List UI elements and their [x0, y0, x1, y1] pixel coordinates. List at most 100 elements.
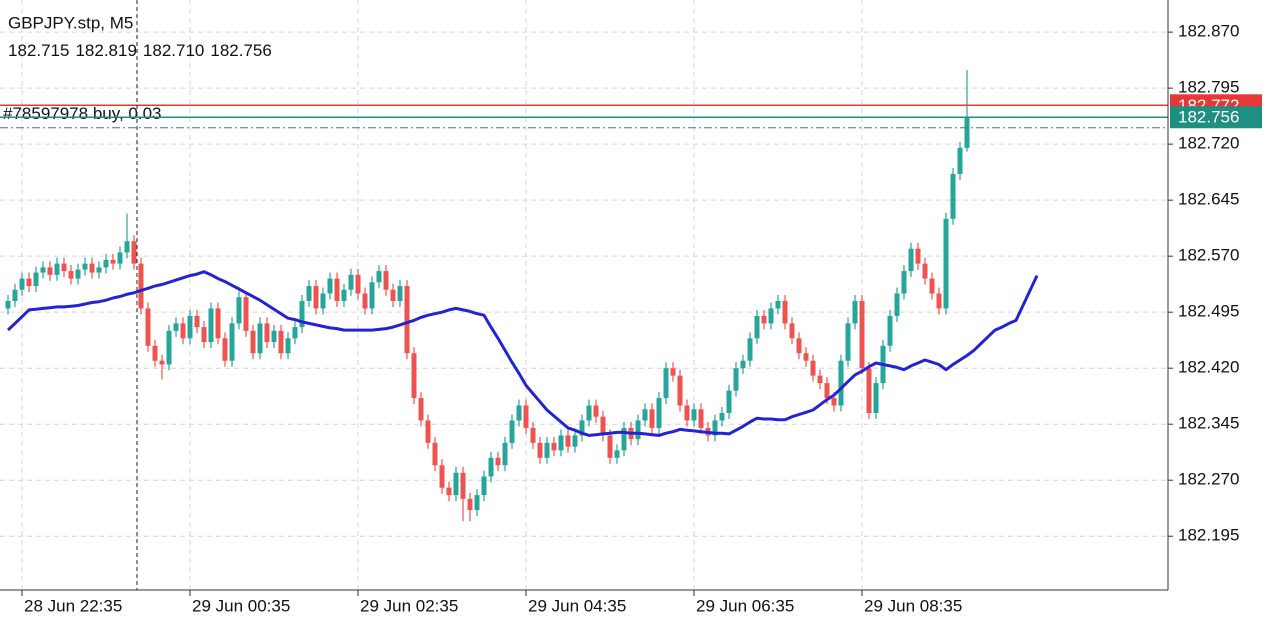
candle-body: [572, 435, 578, 447]
y-tick-label: 182.195: [1178, 526, 1239, 545]
candle-body: [824, 383, 830, 399]
candle-body: [761, 315, 767, 324]
ohlc-value: 182.819: [75, 41, 136, 60]
candle-body: [859, 300, 865, 369]
candle-body: [173, 323, 179, 331]
candle-body: [390, 289, 396, 301]
candle-body: [166, 330, 172, 365]
candle-body: [110, 259, 116, 264]
candle-body: [831, 398, 837, 406]
candle-body: [964, 117, 970, 148]
candle-body: [866, 368, 872, 413]
candle-body: [943, 218, 949, 309]
x-tick-label: 29 Jun 06:35: [696, 596, 794, 615]
candle-body: [313, 286, 319, 309]
candle-body: [495, 457, 501, 466]
candle-body: [334, 278, 340, 301]
x-tick-label: 29 Jun 00:35: [192, 596, 290, 615]
candle-body: [236, 297, 242, 324]
candle-body: [614, 450, 620, 458]
candle-body: [936, 293, 942, 309]
candle-body: [117, 252, 123, 264]
candle-body: [635, 420, 641, 440]
y-tick-label: 182.270: [1178, 470, 1239, 489]
candle-body: [509, 420, 515, 443]
x-tick-label: 28 Jun 22:35: [24, 596, 122, 615]
candle-body: [341, 289, 347, 301]
header-ohlc: 182.715 182.819 182.710 182.756: [8, 41, 272, 60]
candle-body: [908, 248, 914, 272]
candle-body: [292, 327, 298, 339]
candle-body: [124, 241, 130, 253]
candle-body: [278, 330, 284, 354]
bid-line-label: 182.756: [1178, 108, 1239, 127]
candle-body: [894, 293, 900, 316]
candle-body: [208, 308, 214, 343]
ohlc-value: 182.756: [210, 41, 271, 60]
candle-body: [726, 390, 732, 413]
candle-body: [775, 300, 781, 309]
candle-body: [257, 323, 263, 354]
candle-body: [544, 442, 550, 458]
candle-body: [789, 323, 795, 339]
plot-area: #78597978 buy, 0.03: [0, 70, 1168, 522]
candle-body: [530, 427, 536, 443]
y-tick-label: 182.870: [1178, 22, 1239, 41]
candle-body: [439, 465, 445, 488]
candle-body: [229, 323, 235, 361]
y-tick-label: 182.345: [1178, 414, 1239, 433]
candle-body: [201, 327, 207, 343]
candle-body: [873, 383, 879, 413]
candle-body: [355, 274, 361, 294]
x-tick-label: 29 Jun 08:35: [864, 596, 962, 615]
candle-body: [96, 267, 102, 273]
candle-body: [747, 338, 753, 361]
candle-body: [481, 476, 487, 496]
candle-body: [19, 278, 25, 290]
candle-body: [75, 269, 81, 279]
chart-title: GBPJPY.stp, M5: [8, 13, 133, 32]
candle-body: [145, 308, 151, 346]
candle-body: [698, 409, 704, 428]
candle-body: [180, 323, 186, 339]
candle-body: [677, 375, 683, 406]
candle-body: [782, 300, 788, 324]
candle-body: [383, 271, 389, 290]
candle-body: [691, 409, 697, 421]
candle-body: [285, 338, 291, 354]
y-tick-label: 182.570: [1178, 246, 1239, 265]
candle-body: [369, 282, 375, 309]
candle-body: [712, 420, 718, 436]
candle-body: [565, 435, 571, 447]
candle-body: [887, 315, 893, 346]
candle-body: [740, 360, 746, 369]
candle-body: [103, 259, 109, 268]
candle-body: [89, 263, 95, 273]
candle-body: [600, 416, 606, 436]
candle-body: [194, 315, 200, 328]
y-tick-label: 182.420: [1178, 358, 1239, 377]
candle-body: [138, 263, 144, 309]
candle-body: [523, 405, 529, 428]
candle-body: [656, 398, 662, 428]
ohlc-value: 182.715: [8, 41, 69, 60]
order-label: #78597978 buy, 0.03: [3, 104, 162, 123]
candle-body: [754, 315, 760, 339]
candle-body: [593, 405, 599, 417]
candle-body: [26, 278, 32, 287]
candle-body: [82, 263, 88, 270]
y-tick-label: 182.795: [1178, 78, 1239, 97]
candle-body: [243, 297, 249, 331]
candle-body: [670, 368, 676, 376]
candle-body: [957, 147, 963, 175]
grid: [0, 0, 1168, 590]
candle-body: [810, 360, 816, 376]
candle-body: [551, 442, 557, 451]
candle-body: [131, 241, 137, 264]
candle-body: [474, 495, 480, 511]
candle-body: [215, 308, 221, 339]
candle-body: [61, 263, 67, 272]
candle-body: [586, 405, 592, 421]
